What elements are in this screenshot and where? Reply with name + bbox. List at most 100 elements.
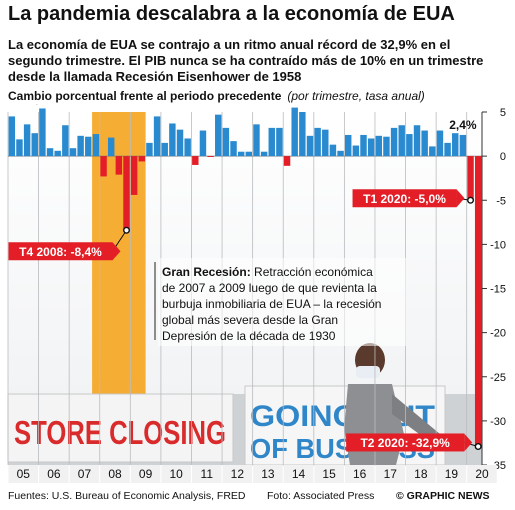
bar <box>245 151 253 157</box>
bar <box>222 127 230 157</box>
callout-pointer <box>456 189 465 208</box>
callout-marker <box>474 442 482 450</box>
bar <box>69 148 77 157</box>
store-closing-text: STORE CLOSING <box>14 414 226 451</box>
photo-credit: Foto: Associated Press <box>267 490 375 502</box>
x-tick-label: 06 <box>47 467 61 481</box>
x-tick-label: 11 <box>201 467 214 481</box>
x-tick-label: 05 <box>17 467 31 481</box>
callout-marker <box>467 196 475 204</box>
bar <box>299 112 306 157</box>
y-tick-label: -20 <box>490 328 506 340</box>
bar <box>276 127 283 157</box>
recession-annotation: Gran Recesión: Retracción económica de 20… <box>162 265 381 343</box>
bar <box>390 127 398 157</box>
annotation-box <box>158 258 406 346</box>
bar <box>46 148 54 157</box>
x-tick-label: 16 <box>353 467 367 481</box>
bar <box>85 136 92 157</box>
x-label-cell <box>191 465 222 483</box>
bar <box>130 156 138 195</box>
bar <box>444 142 451 157</box>
callout-pointer <box>112 242 121 261</box>
bar <box>253 124 260 157</box>
x-label-cell <box>8 465 39 483</box>
bar <box>375 135 383 157</box>
bar <box>398 125 405 157</box>
bar <box>115 156 123 175</box>
y-tick-label: -15 <box>490 284 506 296</box>
x-tick-label: 07 <box>78 467 92 481</box>
bar <box>184 138 191 157</box>
bar <box>100 156 107 177</box>
background-photo: STORE CLOSING GOING OUT OF BUSINESS <box>7 343 482 466</box>
bar <box>452 133 459 157</box>
x-tick-label: 09 <box>139 467 153 481</box>
bar <box>230 141 237 157</box>
callout-box <box>8 242 113 261</box>
bar <box>344 134 352 157</box>
x-label-cell <box>283 465 314 483</box>
value-label: 5,5% <box>281 104 309 105</box>
callout-label: T1 2020: -5,0% <box>363 192 446 206</box>
x-tick-label: 14 <box>292 467 306 481</box>
callout-marker <box>122 226 130 234</box>
bar <box>459 134 467 157</box>
bar <box>237 151 245 157</box>
value-labels: 5,4% 5,5% 2,4% T4 2008: -8,4% T1 2020: -5,0%… <box>8 104 482 452</box>
x-label-cell <box>100 465 130 483</box>
bar <box>54 150 61 157</box>
bar <box>23 124 31 157</box>
y-axis: 50-5-10-15-20-25-30-35 <box>481 107 506 472</box>
gdp-chart: STORE CLOSING GOING OUT OF BUSINESS 5 0 -5… <box>7 104 506 483</box>
annotations: Gran Recesión: Retracción económica de 20… <box>154 258 406 346</box>
y-tick-label: -30 <box>490 416 506 428</box>
bar <box>169 123 176 157</box>
callout-box <box>352 189 457 208</box>
bar <box>215 114 222 157</box>
brand-credit: © GRAPHIC NEWS <box>396 490 490 502</box>
bar <box>207 156 214 158</box>
x-axis: 05 06 07 08 09 10 11 12 13 14 15 16 17 18 19 20 <box>8 465 497 483</box>
bar <box>360 134 367 157</box>
bar <box>199 130 207 157</box>
bar <box>291 107 298 157</box>
x-tick-label: 20 <box>475 467 489 481</box>
value-label: 2,4% <box>449 118 477 132</box>
bar <box>329 144 337 157</box>
bar <box>436 130 444 157</box>
callout-pointer <box>464 433 473 452</box>
bar <box>322 129 329 157</box>
bar <box>138 156 146 162</box>
chart-title: La pandemia descalabra a la economía de … <box>8 3 455 25</box>
bar <box>192 156 199 165</box>
store-closing-sign <box>7 393 234 463</box>
bar <box>283 156 291 166</box>
x-label-cell <box>314 465 344 483</box>
x-label-cell <box>344 465 375 483</box>
x-label-cell <box>161 465 191 483</box>
bar <box>474 156 482 447</box>
x-label-cell <box>375 465 406 483</box>
x-label-cell <box>467 465 497 483</box>
bar <box>429 146 436 157</box>
bar <box>306 135 314 157</box>
y-tick-label: -10 <box>490 239 506 251</box>
bar <box>337 150 344 157</box>
bars <box>8 107 482 447</box>
bar <box>107 137 115 157</box>
value-label: 5,4% <box>29 104 57 105</box>
y-tick-label: 5 <box>500 107 506 119</box>
x-tick-label: 19 <box>445 467 459 481</box>
bar <box>92 134 100 157</box>
y-tick-label: -25 <box>490 372 506 384</box>
bar <box>8 116 16 157</box>
bar <box>406 134 413 157</box>
bar <box>176 129 184 157</box>
bar <box>146 142 153 157</box>
bar <box>77 135 84 157</box>
x-label-cell <box>130 465 161 483</box>
x-tick-label: 08 <box>108 467 122 481</box>
bar <box>352 145 360 157</box>
bar <box>161 142 168 157</box>
